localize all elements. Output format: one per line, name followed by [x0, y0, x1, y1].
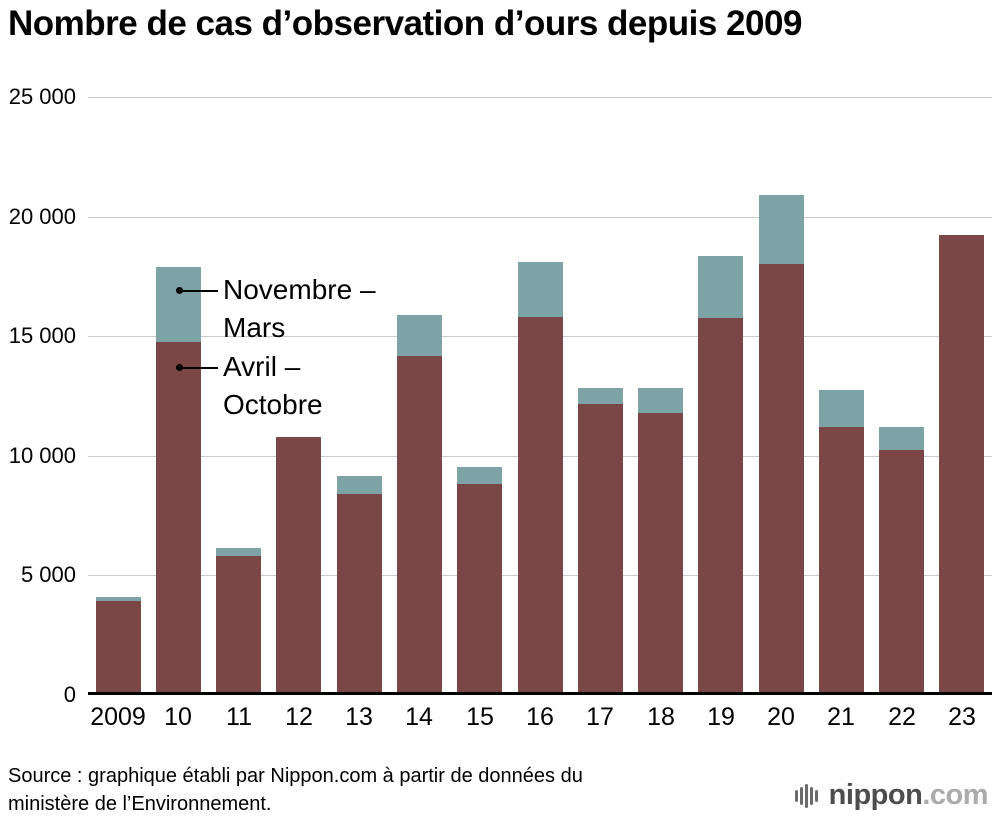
chart-title: Nombre de cas d’observation d’ours depui… [8, 4, 802, 43]
x-axis-label-2009: 2009 [90, 703, 146, 731]
bar-23-avril-octobre [939, 235, 984, 695]
bar-17-avril-octobre [578, 403, 623, 695]
x-axis-label-12: 12 [285, 703, 313, 731]
y-axis-label-5000: 5 000 [20, 562, 76, 587]
bar-20-novembre-mars [759, 195, 804, 264]
x-axis-label-14: 14 [405, 703, 433, 731]
bar-21-novembre-mars [819, 390, 864, 427]
x-axis-label-23: 23 [948, 703, 976, 731]
x-axis-label-13: 13 [345, 703, 373, 731]
nippon-logo: nippon.com [794, 779, 989, 812]
bar-16-avril-octobre [518, 317, 563, 695]
logo-tld: .com [922, 779, 988, 811]
y-axis-label-15000: 15 000 [8, 323, 76, 348]
y-axis-label-25000: 25 000 [8, 84, 76, 109]
y-axis-labels: 0 5 000 10 000 15 000 20 000 25 000 [0, 84, 88, 707]
bar-2009-avril-octobre [96, 601, 141, 695]
x-axis-label-15: 15 [466, 703, 494, 731]
source-line2: ministère de l’Environnement. [8, 793, 272, 815]
y-axis-label-20000: 20 000 [8, 204, 76, 229]
bar-20-avril-octobre [759, 264, 804, 695]
gridline-20000 [88, 217, 992, 218]
leader-dot-novembre-mars [176, 287, 183, 294]
x-axis-labels: 2009 10 11 12 13 14 15 16 17 18 19 20 21 22 23 [88, 695, 992, 735]
bar-11-avril-octobre [216, 556, 261, 695]
annotation-avril-octobre-line1: Avril – [223, 351, 301, 382]
logo-wordmark: nippon.com [828, 779, 989, 812]
leader-line-novembre-mars [181, 290, 218, 292]
y-axis-label-0: 0 [63, 682, 76, 707]
x-axis-label-18: 18 [647, 703, 675, 731]
x-axis-line [88, 692, 992, 695]
leader-line-avril-octobre [181, 367, 218, 369]
bar-2009-novembre-mars [96, 597, 141, 601]
bar-22-avril-octobre [879, 450, 924, 695]
bar-16-novembre-mars [518, 262, 563, 317]
bar-12-avril-octobre [276, 437, 321, 695]
annotation-novembre-mars-line2: Mars [223, 312, 286, 343]
bar-19-novembre-mars [698, 256, 743, 318]
x-axis-label-11: 11 [226, 703, 252, 731]
x-axis-label-17: 17 [586, 703, 614, 731]
annotation-novembre-mars-line1: Novembre – [223, 274, 376, 305]
annotation-novembre-mars: Novembre – Mars [223, 271, 376, 347]
bar-11-novembre-mars [216, 548, 261, 556]
bar-14-novembre-mars [397, 315, 442, 356]
source-line1: Source : graphique établi par Nippon.com… [8, 765, 583, 787]
bar-13-avril-octobre [337, 494, 382, 695]
annotation-avril-octobre: Avril – Octobre [223, 348, 323, 424]
bar-17-novembre-mars [578, 388, 623, 404]
bar-10-novembre-mars [156, 267, 201, 342]
plot-area [88, 97, 992, 695]
x-axis-label-22: 22 [888, 703, 916, 731]
x-axis-label-16: 16 [526, 703, 554, 731]
bar-10-avril-octobre [156, 342, 201, 695]
x-axis-label-19: 19 [707, 703, 735, 731]
x-axis-label-21: 21 [827, 703, 855, 731]
gridline-25000 [88, 97, 992, 98]
bar-18-novembre-mars [638, 388, 683, 413]
bar-15-avril-octobre [457, 483, 502, 695]
logo-brand: nippon [828, 779, 923, 811]
leader-dot-avril-octobre [176, 364, 183, 371]
bar-13-novembre-mars [337, 476, 382, 494]
x-axis-label-20: 20 [767, 703, 795, 731]
x-axis-label-10: 10 [164, 703, 192, 731]
bar-15-novembre-mars [457, 467, 502, 484]
bar-21-avril-octobre [819, 427, 864, 695]
bar-19-avril-octobre [698, 318, 743, 695]
annotation-avril-octobre-line2: Octobre [223, 389, 323, 420]
bar-14-avril-octobre [397, 355, 442, 695]
bar-22-novembre-mars [879, 427, 924, 450]
source-text: Source : graphique établi par Nippon.com… [8, 762, 583, 818]
bar-18-avril-octobre [638, 413, 683, 695]
y-axis-label-10000: 10 000 [8, 443, 76, 468]
waveform-icon [794, 780, 821, 812]
